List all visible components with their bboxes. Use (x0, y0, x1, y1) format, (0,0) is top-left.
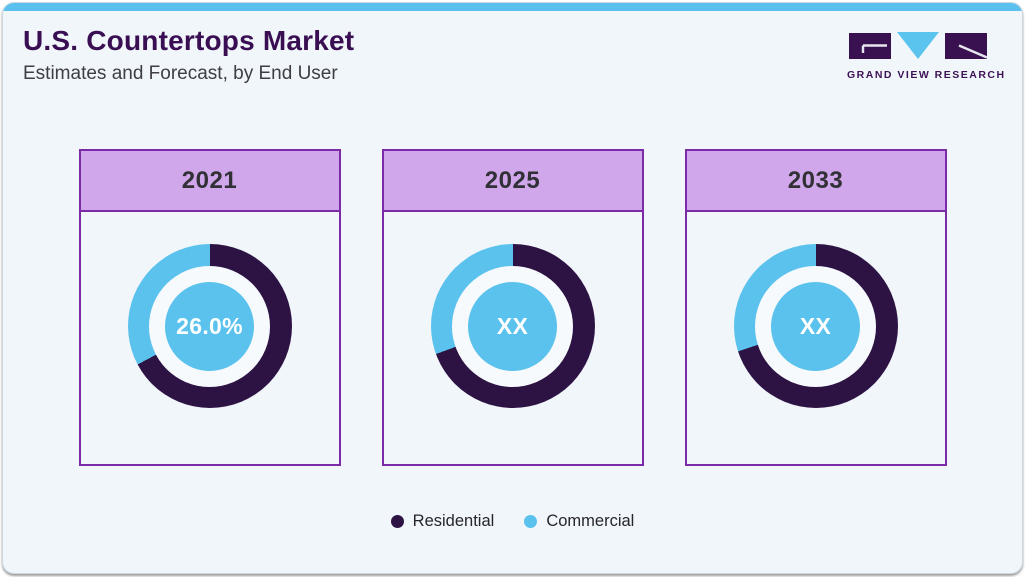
donut-2021-hole: 26.0% (149, 265, 270, 387)
gvr-logo-text: GRAND VIEW RESEARCH (847, 69, 1006, 81)
chart-legend: Residential Commercial (3, 512, 1022, 531)
donut-2025-center: XX (468, 281, 557, 371)
page-subtitle: Estimates and Forecast, by End User (23, 63, 338, 84)
legend-item-residential: Residential (390, 512, 495, 531)
commercial-color-dot (524, 515, 538, 528)
card-2033-year-label: 2033 (787, 166, 844, 194)
card-2033: 2033 XX (684, 149, 947, 466)
donut-chart-2033: XX (733, 244, 898, 408)
legend-label-commercial: Commercial (546, 512, 635, 530)
donut-2033-value: XX (799, 312, 832, 339)
card-2021: 2021 26.0% (78, 149, 341, 466)
card-2021-year-label: 2021 (181, 166, 238, 194)
grand-view-research-logo: GRAND VIEW RESEARCH (847, 31, 1006, 81)
card-2021-header: 2021 (80, 151, 339, 212)
top-accent-bar (3, 3, 1022, 11)
residential-color-dot (390, 515, 404, 528)
donut-chart-2021: 26.0% (127, 244, 292, 408)
donut-cards-row: 2021 26.0% 2025 XX (3, 149, 1022, 466)
card-2025: 2025 XX (381, 149, 644, 466)
card-2025-year-label: 2025 (484, 166, 541, 194)
donut-2021-value: 26.0% (176, 312, 243, 339)
page-title: U.S. Countertops Market (23, 25, 355, 56)
page-header: U.S. Countertops Market Estimates and Fo… (23, 25, 354, 85)
donut-2025-value: XX (496, 312, 529, 339)
legend-item-commercial: Commercial (524, 512, 634, 531)
legend-label-residential: Residential (412, 512, 495, 530)
donut-2021-center: 26.0% (165, 281, 254, 371)
donut-2025-hole: XX (452, 265, 573, 387)
gvr-logo-icon (849, 32, 988, 59)
donut-chart-2025: XX (430, 244, 595, 408)
donut-2033-hole: XX (755, 265, 876, 387)
donut-2033-center: XX (771, 281, 860, 371)
card-2033-header: 2033 (686, 151, 945, 212)
card-2025-header: 2025 (383, 151, 642, 212)
